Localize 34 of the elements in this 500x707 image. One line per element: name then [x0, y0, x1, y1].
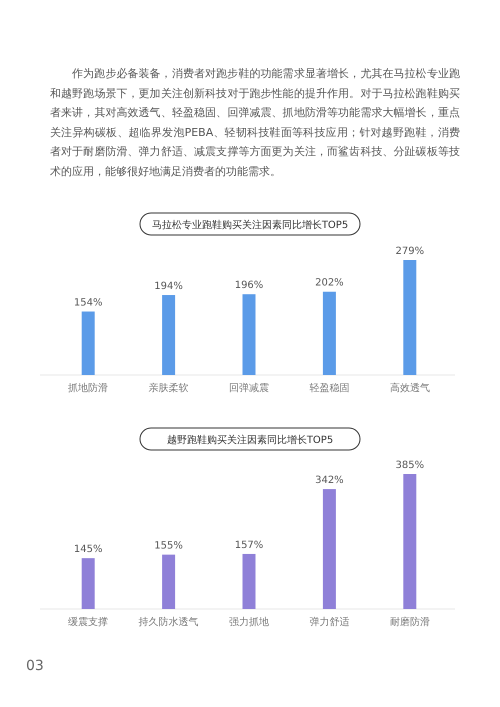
bar [322, 489, 336, 609]
data-label: 145% [74, 544, 102, 556]
bar [82, 312, 95, 375]
bar [403, 474, 416, 609]
x-tick-label: 高效透气 [390, 382, 430, 394]
bar [242, 554, 256, 609]
x-tick-label: 回弹减震 [229, 382, 269, 394]
data-label: 202% [315, 278, 344, 289]
chart-title: 越野跑鞋购买关注因素同比增长TOP5 [166, 434, 334, 446]
x-tick-label: 轻盈稳固 [309, 382, 350, 394]
x-tick-label: 耐磨防滑 [390, 616, 430, 628]
x-tick-label: 缓震支撑 [68, 616, 108, 628]
data-label: 342% [315, 475, 344, 486]
chart-title: 马拉松专业跑鞋购买关注因素同比增长TOP5 [152, 219, 348, 231]
bar [403, 260, 416, 375]
data-label: 154% [74, 298, 102, 309]
text: 03 [26, 658, 44, 674]
x-tick-label: 亲肤柔软 [148, 382, 189, 394]
bar [322, 292, 336, 375]
data-label: 157% [234, 540, 264, 551]
data-label: 279% [396, 246, 424, 257]
x-tick-label: 强力抓地 [229, 616, 269, 628]
x-tick-label: 弹力舒适 [309, 616, 350, 628]
bar [242, 294, 256, 375]
text: 作为跑步必备装备，消费者对跑步鞋的功能需求显著增长，尤其在马拉松专业跑和越野跑场景下，更加关注创新科技对于跑步性能的提升作用。对于马拉松跑鞋购买者来讲，其对高效透气、轻盈稳固、回弹减震、抓地防滑等功能需求大幅增长，重点关注异构碳板、超临界发泡PEBA、轻韧科技鞋面等科技应用；针对越野跑鞋，消费者对于耐磨防滑、弹力舒适、减震支撑等方面更为关注，而鲨齿科技、分趾碳板等技术的应用，能够很好地满足消费者的功能需求。 [50, 66, 460, 180]
x-tick-label: 持久防水透气 [138, 616, 199, 628]
bar [82, 558, 95, 609]
data-label: 155% [154, 540, 183, 552]
x-tick-label: 抓地防滑 [68, 382, 108, 394]
data-label: 194% [154, 281, 183, 292]
bar [162, 295, 176, 375]
data-label: 196% [234, 280, 264, 292]
data-label: 385% [396, 460, 424, 471]
bar [162, 554, 176, 609]
